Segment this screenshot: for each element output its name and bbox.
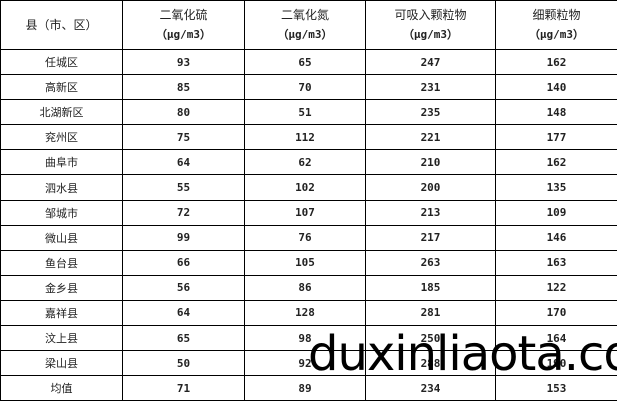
pm10-cell: 281 — [366, 300, 496, 325]
header-row: 县（市、区） 二氧化硫（μg/m3） 二氧化氮（μg/m3） 可吸入颗粒物（μg… — [1, 1, 617, 50]
no2-cell: 128 — [245, 300, 366, 325]
no2-cell: 102 — [245, 175, 366, 200]
pm10-cell: 263 — [366, 250, 496, 275]
county-cell: 金乡县 — [1, 275, 123, 300]
county-cell: 微山县 — [1, 225, 123, 250]
no2-cell: 105 — [245, 250, 366, 275]
header-no2-label: 二氧化氮 — [245, 5, 365, 25]
county-cell: 汶上县 — [1, 326, 123, 351]
pm25-cell: 162 — [496, 50, 617, 75]
header-pm10: 可吸入颗粒物（μg/m3） — [366, 1, 496, 50]
county-cell: 梁山县 — [1, 351, 123, 376]
county-cell: 邹城市 — [1, 200, 123, 225]
no2-cell: 70 — [245, 75, 366, 100]
header-no2: 二氧化氮（μg/m3） — [245, 1, 366, 50]
so2-cell: 55 — [123, 175, 245, 200]
county-cell: 高新区 — [1, 75, 123, 100]
pm25-cell: 122 — [496, 275, 617, 300]
pm10-cell: 200 — [366, 175, 496, 200]
pm10-cell: 213 — [366, 200, 496, 225]
so2-cell: 72 — [123, 200, 245, 225]
pm10-cell: 247 — [366, 50, 496, 75]
so2-cell: 56 — [123, 275, 245, 300]
county-cell: 兖州区 — [1, 125, 123, 150]
pm25-cell: 146 — [496, 225, 617, 250]
no2-cell: 65 — [245, 50, 366, 75]
header-so2-label: 二氧化硫 — [123, 5, 244, 25]
watermark: duxinliaota.co — [308, 326, 617, 382]
so2-cell: 71 — [123, 376, 245, 401]
unit-label: （μg/m3） — [245, 25, 365, 45]
pm10-cell: 217 — [366, 225, 496, 250]
pm10-cell: 231 — [366, 75, 496, 100]
unit-label: （μg/m3） — [366, 25, 495, 45]
header-so2: 二氧化硫（μg/m3） — [123, 1, 245, 50]
so2-cell: 64 — [123, 150, 245, 175]
header-county: 县（市、区） — [1, 1, 123, 50]
pm10-cell: 235 — [366, 100, 496, 125]
pm25-cell: 177 — [496, 125, 617, 150]
pm25-cell: 162 — [496, 150, 617, 175]
county-cell: 泗水县 — [1, 175, 123, 200]
so2-cell: 65 — [123, 326, 245, 351]
pm10-cell: 185 — [366, 275, 496, 300]
unit-label: （μg/m3） — [496, 25, 617, 45]
county-cell: 北湖新区 — [1, 100, 123, 125]
pm25-cell: 170 — [496, 300, 617, 325]
so2-cell: 64 — [123, 300, 245, 325]
pm25-cell: 135 — [496, 175, 617, 200]
no2-cell: 86 — [245, 275, 366, 300]
so2-cell: 93 — [123, 50, 245, 75]
pm25-cell: 148 — [496, 100, 617, 125]
pm10-cell: 210 — [366, 150, 496, 175]
so2-cell: 75 — [123, 125, 245, 150]
county-cell: 嘉祥县 — [1, 300, 123, 325]
no2-cell: 107 — [245, 200, 366, 225]
so2-cell: 66 — [123, 250, 245, 275]
no2-cell: 112 — [245, 125, 366, 150]
header-pm10-label: 可吸入颗粒物 — [366, 5, 495, 25]
unit-label: （μg/m3） — [123, 25, 244, 45]
county-cell: 均值 — [1, 376, 123, 401]
header-pm25: 细颗粒物（μg/m3） — [496, 1, 617, 50]
so2-cell: 80 — [123, 100, 245, 125]
pm25-cell: 140 — [496, 75, 617, 100]
county-cell: 鱼台县 — [1, 250, 123, 275]
pm25-cell: 163 — [496, 250, 617, 275]
no2-cell: 76 — [245, 225, 366, 250]
county-cell: 曲阜市 — [1, 150, 123, 175]
no2-cell: 51 — [245, 100, 366, 125]
so2-cell: 50 — [123, 351, 245, 376]
pm25-cell: 109 — [496, 200, 617, 225]
pm10-cell: 221 — [366, 125, 496, 150]
header-pm25-label: 细颗粒物 — [496, 5, 617, 25]
so2-cell: 85 — [123, 75, 245, 100]
county-cell: 任城区 — [1, 50, 123, 75]
so2-cell: 99 — [123, 225, 245, 250]
no2-cell: 62 — [245, 150, 366, 175]
